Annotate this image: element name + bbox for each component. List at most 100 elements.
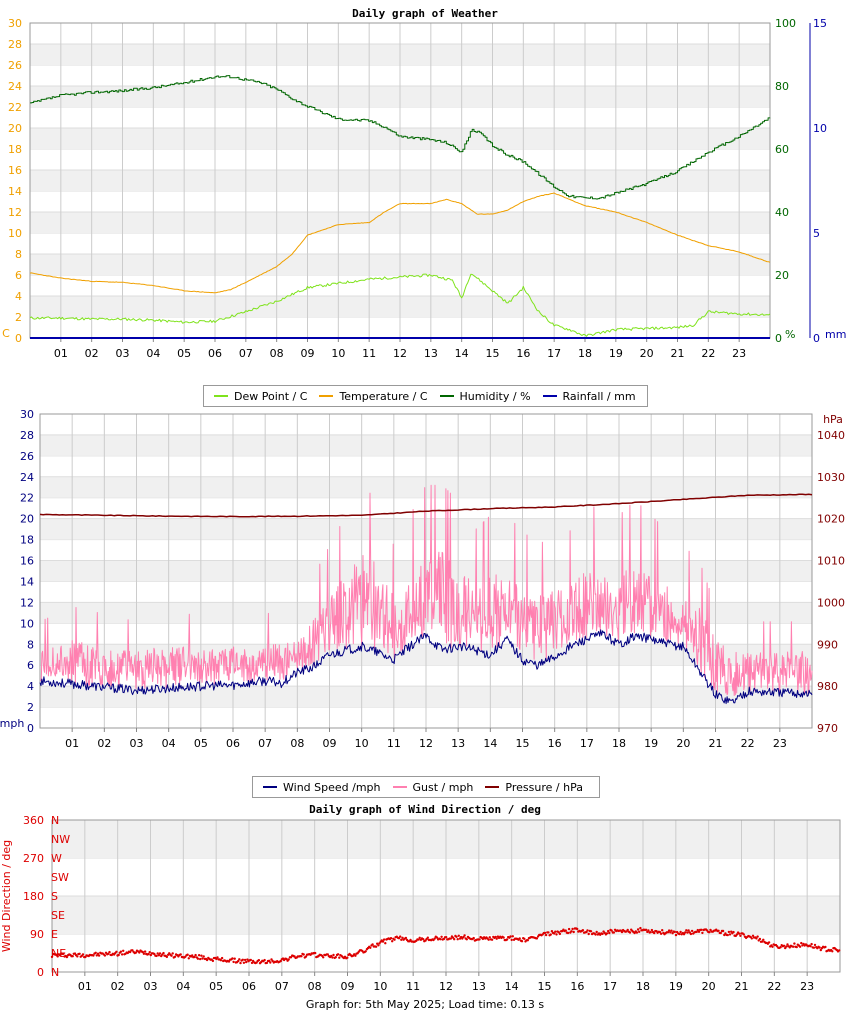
chart1-ytick-right-humidity: 20 <box>775 269 789 282</box>
chart3-point <box>165 955 169 959</box>
chart3-point <box>191 954 194 957</box>
chart3-point <box>756 935 759 938</box>
chart3-xtick-label: 19 <box>669 980 683 993</box>
chart3-point <box>700 928 703 931</box>
chart3-point <box>96 952 100 955</box>
chart3-point <box>742 933 745 936</box>
chart3-point <box>526 939 529 942</box>
chart3-xtick-label: 04 <box>176 980 190 993</box>
chart3-ytick-left: 90 <box>30 928 44 941</box>
chart3-point <box>684 931 687 934</box>
chart3-point <box>81 953 85 956</box>
chart1-xtick-label: 05 <box>177 347 191 360</box>
chart3-point <box>518 937 521 940</box>
chart3-point <box>216 956 219 959</box>
chart3-point <box>658 930 662 934</box>
chart3-point <box>65 955 69 959</box>
chart3-point <box>238 958 241 961</box>
chart3-point <box>439 938 442 941</box>
chart1-ytick-left: 8 <box>15 248 22 261</box>
chart3-point <box>550 930 554 933</box>
chart3-xtick-label: 11 <box>406 980 420 993</box>
chart3-point <box>666 931 670 934</box>
chart3-point <box>628 931 632 934</box>
chart1-xtick-label: 20 <box>640 347 654 360</box>
chart3-point <box>690 929 694 933</box>
chart3-xtick-label: 14 <box>505 980 519 993</box>
chart3-point <box>647 929 650 932</box>
chart3-point <box>119 950 123 953</box>
chart3-point <box>334 956 337 959</box>
chart3-point <box>553 932 556 935</box>
chart2-xtick-label: 13 <box>451 737 465 750</box>
chart3-compass-label: N <box>51 966 59 979</box>
chart3-point <box>587 932 590 936</box>
chart1-ytick-left: 14 <box>8 185 22 198</box>
chart2-ytick-left: 28 <box>20 429 34 442</box>
chart3-point <box>795 945 798 949</box>
chart3-point <box>331 956 334 959</box>
chart3-xtick-label: 06 <box>242 980 256 993</box>
chart3-point <box>393 938 396 941</box>
chart3-point <box>384 942 387 945</box>
chart2-ytick-right: 1020 <box>817 513 845 526</box>
chart2-ytick-left: 16 <box>20 555 34 568</box>
chart1-ytick-left: 24 <box>8 80 22 93</box>
chart2-xtick-label: 22 <box>741 737 755 750</box>
chart3-point <box>71 955 74 958</box>
chart3-point <box>202 955 205 958</box>
chart2-xtick-label: 16 <box>548 737 562 750</box>
chart3-point <box>338 956 341 959</box>
chart3-point <box>739 934 742 937</box>
chart3-point <box>170 954 173 957</box>
chart3-point <box>117 953 120 957</box>
chart1-xtick-label: 12 <box>393 347 407 360</box>
chart3-point <box>686 931 689 934</box>
chart3-point <box>831 950 834 953</box>
chart3-point <box>607 929 610 933</box>
chart3-point <box>494 935 497 939</box>
chart3-point <box>717 929 720 932</box>
chart2-xtick-label: 11 <box>387 737 401 750</box>
chart3-point <box>605 932 609 935</box>
chart2-ytick-left: 10 <box>20 617 34 630</box>
chart3-point <box>326 953 329 956</box>
chart3-xtick-label: 12 <box>439 980 453 993</box>
chart3-point <box>589 930 593 933</box>
chart3-point <box>232 960 235 964</box>
chart2-ytick-right: 990 <box>817 638 838 651</box>
chart3-point <box>138 951 141 954</box>
legend-item-dewpoint: Dew Point / C <box>214 390 307 403</box>
chart2-ytick-left: 22 <box>20 492 34 505</box>
chart3-point <box>249 958 252 962</box>
chart2-ytick-right: 1040 <box>817 429 845 442</box>
chart1-ylabel-right-humidity: % <box>785 328 795 341</box>
chart2-ytick-right: 970 <box>817 722 838 735</box>
chart3-point <box>511 935 514 938</box>
chart1-ytick-left: 30 <box>8 17 22 30</box>
chart3-point <box>465 938 468 941</box>
chart3-point <box>586 929 589 932</box>
chart2-xtick-label: 19 <box>644 737 658 750</box>
chart3-point <box>810 942 813 946</box>
chart2-ytick-left: 20 <box>20 513 34 526</box>
chart1-ytick-right-humidity: 100 <box>775 17 796 30</box>
chart3-point <box>576 927 579 931</box>
chart3-point <box>269 961 272 964</box>
chart3-point <box>50 955 54 959</box>
chart1-ytick-left: 22 <box>8 101 22 114</box>
chart3-point <box>445 936 448 939</box>
chart3-point <box>179 953 182 956</box>
chart3-point <box>243 958 247 962</box>
chart3-point <box>263 958 266 962</box>
chart3-point <box>620 930 624 934</box>
chart1-xtick-label: 14 <box>455 347 469 360</box>
chart2-ytick-left: 14 <box>20 575 34 588</box>
chart3-point <box>509 935 512 938</box>
chart3-point <box>644 928 648 931</box>
chart2-xtick-label: 12 <box>419 737 433 750</box>
chart2-ytick-left: 0 <box>27 722 34 735</box>
chart3-point <box>220 956 224 960</box>
chart3-point <box>453 938 456 941</box>
chart3-point <box>76 955 79 958</box>
